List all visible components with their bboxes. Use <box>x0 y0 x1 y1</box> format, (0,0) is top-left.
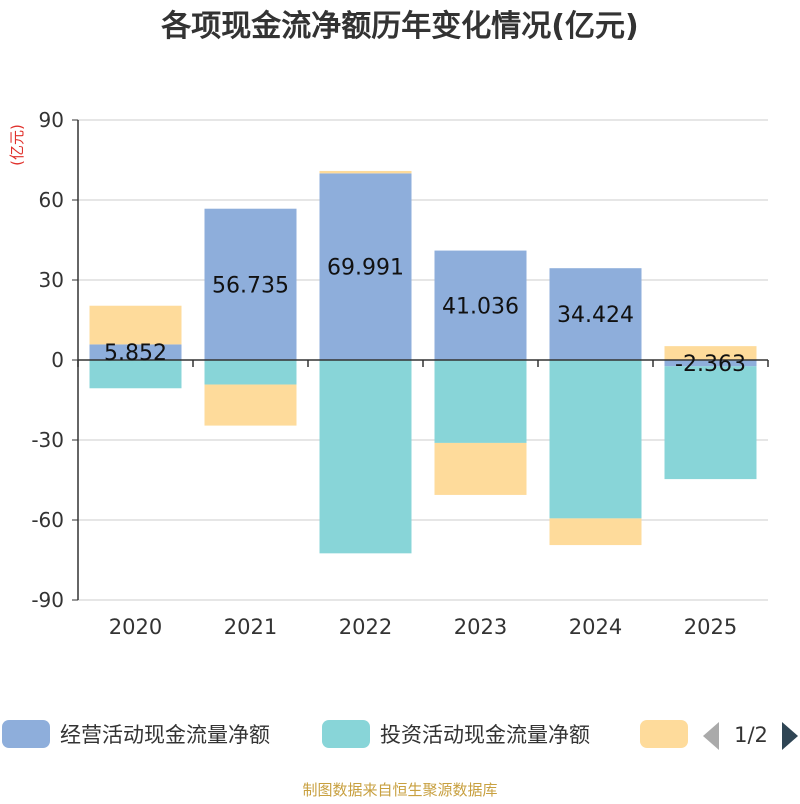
x-tick-label: 2022 <box>339 615 392 639</box>
bar-2-2021 <box>204 360 297 385</box>
bar-3-2025 <box>664 346 757 360</box>
x-tick-label: 2024 <box>569 615 622 639</box>
x-tick-label: 2021 <box>224 615 277 639</box>
bar-2-2022 <box>319 360 412 554</box>
legend-label: 投资活动现金流量净额 <box>380 723 590 747</box>
bar-2-2025 <box>664 366 757 480</box>
bar-1-2021 <box>204 208 297 360</box>
bar-1-2024 <box>549 268 642 360</box>
bar-2-2024 <box>549 360 642 519</box>
bar-1-2020 <box>89 344 182 360</box>
data-label: 69.991 <box>327 256 404 281</box>
bar-1-2023 <box>434 250 527 360</box>
x-tick-label: 2023 <box>454 615 507 639</box>
legend-next-arrow-icon <box>782 722 798 750</box>
legend-swatch-2 <box>322 720 370 748</box>
bar-3-2024 <box>549 518 642 546</box>
data-label: 5.852 <box>104 341 167 366</box>
bars <box>89 170 757 554</box>
legend: 经营活动现金流量净额 投资活动现金流量净额 1/2 <box>2 720 798 750</box>
y-tick-label: 0 <box>51 348 64 372</box>
legend-prev-arrow-icon <box>703 722 719 750</box>
y-tick-label: 60 <box>39 188 64 212</box>
axes: 90 60 30 0 -30 -60 -90 2020 2021 2022 2023 2024 2025 <box>31 108 769 639</box>
x-tick-label: 2020 <box>109 615 162 639</box>
chart-title: 各项现金流净额历年变化情况(亿元) <box>160 9 638 44</box>
bar-2-2020 <box>89 360 182 389</box>
bar-3-2020 <box>89 305 182 345</box>
y-tick-label: 90 <box>39 108 64 132</box>
data-label: 56.735 <box>212 273 289 298</box>
data-label: -2.363 <box>675 352 746 377</box>
legend-label: 经营活动现金流量净额 <box>60 723 270 747</box>
bar-3-2021 <box>204 384 297 426</box>
y-tick-label: -90 <box>31 588 64 612</box>
bar-3-2023 <box>434 442 527 495</box>
x-tick-label: 2025 <box>684 615 737 639</box>
source-note: 制图数据来自恒生聚源数据库 <box>302 781 497 799</box>
bar-1-2022 <box>319 173 412 360</box>
y-axis-label: (亿元) <box>8 124 26 166</box>
data-label: 41.036 <box>442 294 519 319</box>
data-labels: 5.852 56.735 69.991 41.036 34.424 -2.363 <box>104 256 746 377</box>
y-tick-label: -30 <box>31 428 64 452</box>
data-label: 34.424 <box>557 303 634 328</box>
legend-swatch-3 <box>640 720 688 748</box>
bar-3-2022 <box>319 170 412 174</box>
bar-1-2025 <box>664 360 757 367</box>
y-tick-label: 30 <box>39 268 64 292</box>
legend-page-indicator: 1/2 <box>734 723 768 747</box>
y-tick-label: -60 <box>31 508 64 532</box>
bar-2-2023 <box>434 360 527 443</box>
legend-swatch-1 <box>2 720 50 748</box>
